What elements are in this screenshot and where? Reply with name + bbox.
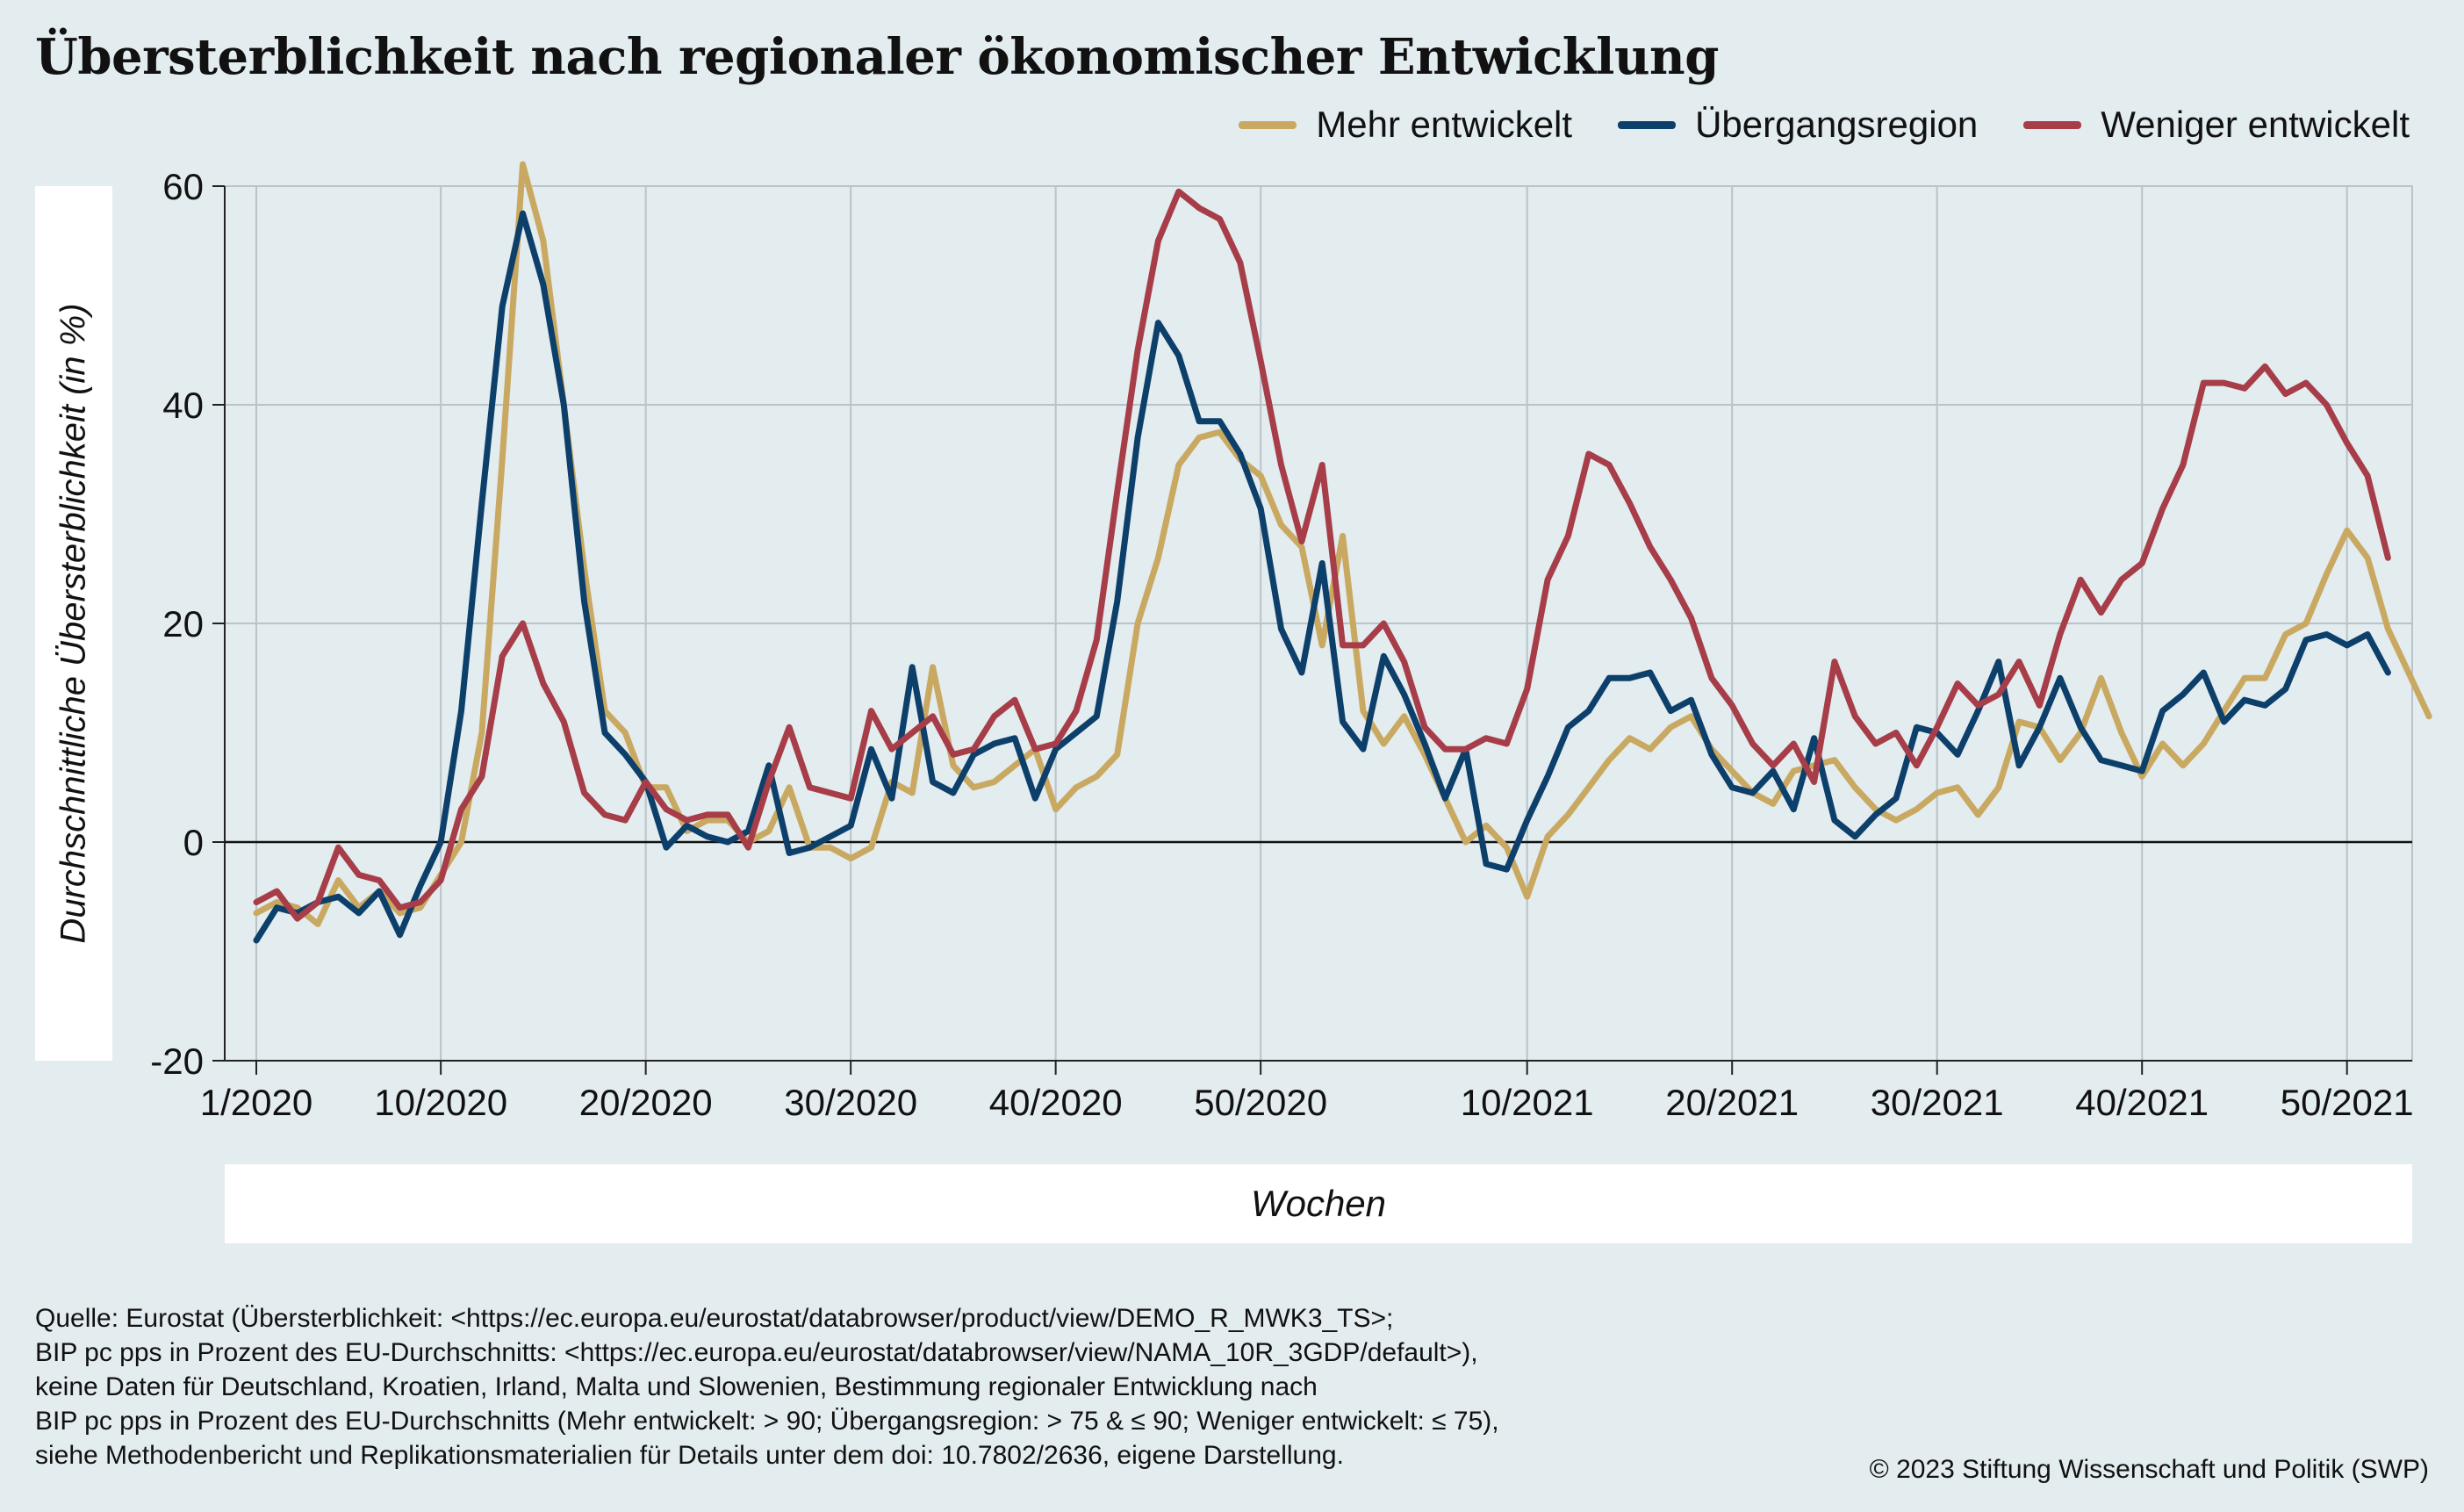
- legend-item-uebergangsregion: Übergangsregion: [1618, 104, 1978, 146]
- y-tick-label: -20: [150, 1040, 204, 1082]
- x-tick-label: 20/2020: [579, 1082, 713, 1123]
- legend-item-mehr-entwickelt: Mehr entwickelt: [1239, 104, 1572, 146]
- source-line: Quelle: Eurostat (Übersterblichkeit: <ht…: [35, 1304, 1394, 1333]
- source-line: BIP pc pps in Prozent des EU-Durchschnit…: [35, 1338, 1478, 1367]
- source-line: siehe Methodenbericht und Replikationsma…: [35, 1441, 1344, 1470]
- series-line-0: [253, 161, 2432, 927]
- x-tick-label: 50/2020: [1194, 1082, 1327, 1123]
- x-axis-label-box: Wochen: [225, 1164, 2412, 1243]
- x-axis-label: Wochen: [1250, 1183, 1387, 1224]
- x-tick-label: 10/2020: [374, 1082, 507, 1123]
- x-tick-label: 10/2021: [1461, 1082, 1594, 1123]
- chart-legend: Mehr entwickelt Übergangsregion Weniger …: [1239, 104, 2410, 146]
- x-tick-label: 40/2020: [989, 1082, 1123, 1123]
- source-line: keine Daten für Deutschland, Kroatien, I…: [35, 1372, 1318, 1401]
- legend-label-mehr-entwickelt: Mehr entwickelt: [1316, 104, 1573, 145]
- x-tick-label: 30/2020: [784, 1082, 917, 1123]
- legend-label-uebergangsregion: Übergangsregion: [1695, 104, 1979, 145]
- x-tick-label: 50/2021: [2281, 1082, 2414, 1123]
- legend-item-weniger-entwickelt: Weniger entwickelt: [2023, 104, 2410, 146]
- x-tick-label: 30/2021: [1871, 1082, 2004, 1123]
- series-lines: [253, 161, 2432, 944]
- series-line-2: [253, 188, 2391, 922]
- y-tick-label: 60: [162, 166, 204, 207]
- grid-lines: [224, 185, 2413, 1062]
- y-tick-label: 40: [162, 385, 204, 426]
- legend-swatch-uebergangsregion: [1618, 120, 1677, 129]
- x-tick-label: 40/2021: [2075, 1082, 2209, 1123]
- chart-title: Übersterblichkeit nach regionaler ökonom…: [35, 28, 1719, 86]
- y-tick-label: 20: [162, 603, 204, 644]
- copyright: © 2023 Stiftung Wissenschaft und Politik…: [1869, 1455, 2429, 1484]
- legend-label-weniger-entwickelt: Weniger entwickelt: [2101, 104, 2410, 145]
- source-note: Quelle: Eurostat (Übersterblichkeit: <ht…: [35, 1301, 1499, 1472]
- legend-swatch-mehr-entwickelt: [1239, 120, 1297, 129]
- y-axis-label-box: [35, 186, 112, 1061]
- axes: [212, 185, 2412, 1075]
- source-line: BIP pc pps in Prozent des EU-Durchschnit…: [35, 1407, 1499, 1436]
- tick-labels: 60 40 20 0 -201/2020 10/2020 20/2020 30/2020 40/…: [150, 166, 2413, 1123]
- legend-swatch-weniger-entwickelt: [2023, 120, 2082, 129]
- series-line-1: [253, 210, 2391, 944]
- x-tick-label: 20/2021: [1665, 1082, 1799, 1123]
- line-chart: 60 40 20 0 -201/2020 10/2020 20/2020 30/2020 40/…: [150, 161, 2432, 1123]
- y-tick-label: 0: [183, 822, 204, 863]
- x-tick-label: 1/2020: [200, 1082, 312, 1123]
